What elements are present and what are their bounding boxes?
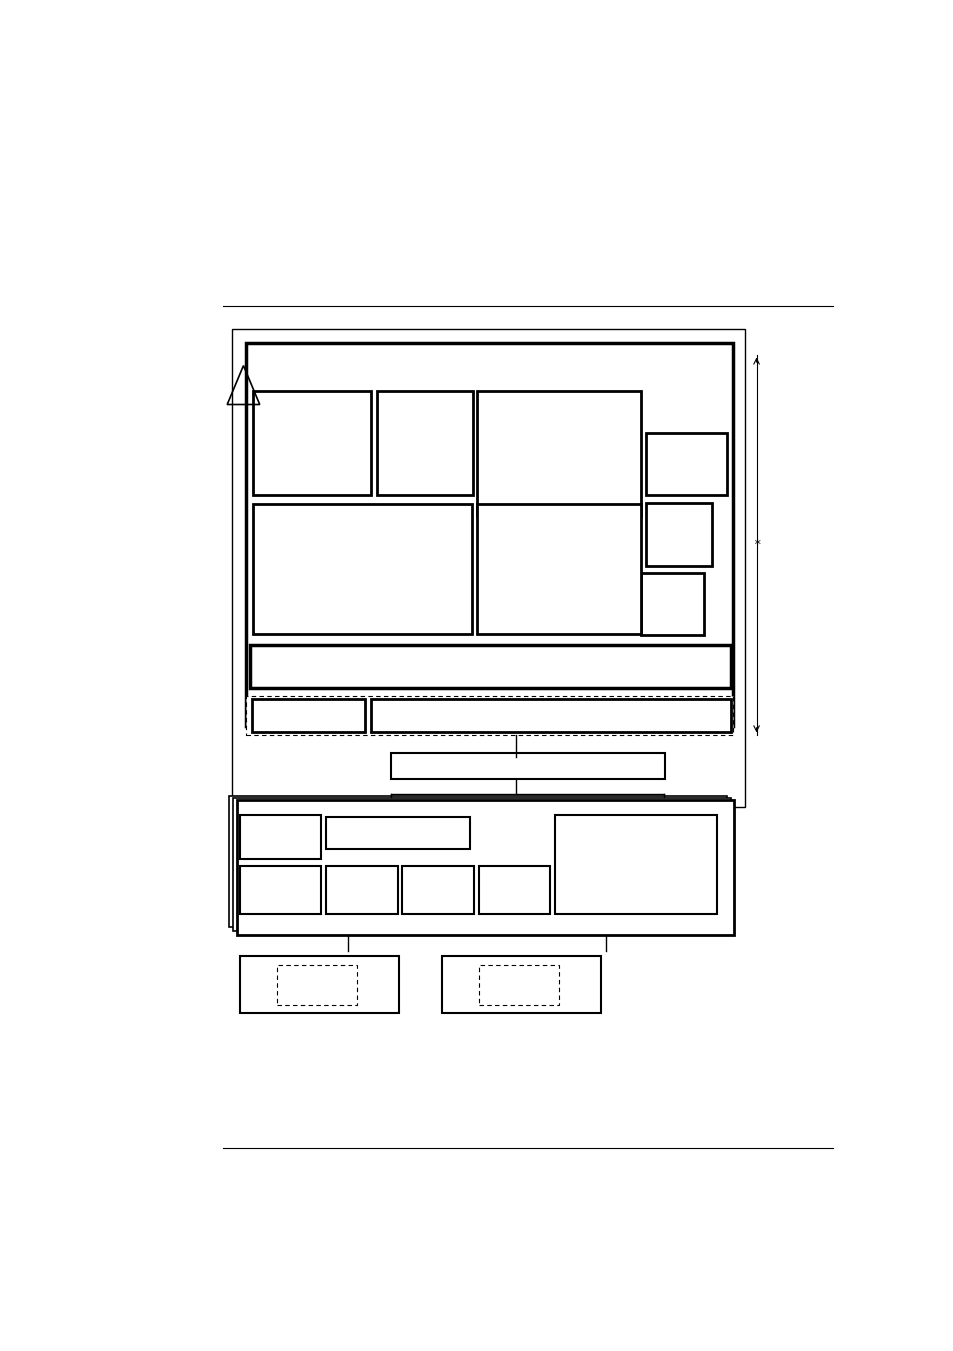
Bar xyxy=(236,800,734,935)
Bar xyxy=(326,817,470,848)
Bar xyxy=(250,644,730,689)
Bar xyxy=(252,698,365,732)
Bar xyxy=(253,390,371,494)
Bar xyxy=(645,504,712,566)
Bar xyxy=(640,573,703,635)
Bar xyxy=(370,698,731,732)
Bar xyxy=(402,866,474,915)
Bar xyxy=(476,390,640,516)
Bar xyxy=(391,753,664,780)
Bar xyxy=(478,866,550,915)
Bar xyxy=(232,328,744,807)
Bar xyxy=(554,816,717,915)
Bar xyxy=(476,504,640,635)
Bar xyxy=(276,965,356,1005)
Bar xyxy=(239,957,398,1013)
Bar xyxy=(246,343,732,725)
Bar xyxy=(233,797,730,931)
Bar xyxy=(645,432,726,494)
Bar xyxy=(239,816,321,859)
Bar xyxy=(229,796,726,927)
Bar xyxy=(442,957,600,1013)
Text: *: * xyxy=(752,539,760,551)
Bar xyxy=(246,696,732,735)
Bar xyxy=(376,390,472,494)
Bar xyxy=(253,504,472,635)
Bar xyxy=(478,965,558,1005)
Bar xyxy=(326,866,397,915)
Bar xyxy=(239,866,321,915)
